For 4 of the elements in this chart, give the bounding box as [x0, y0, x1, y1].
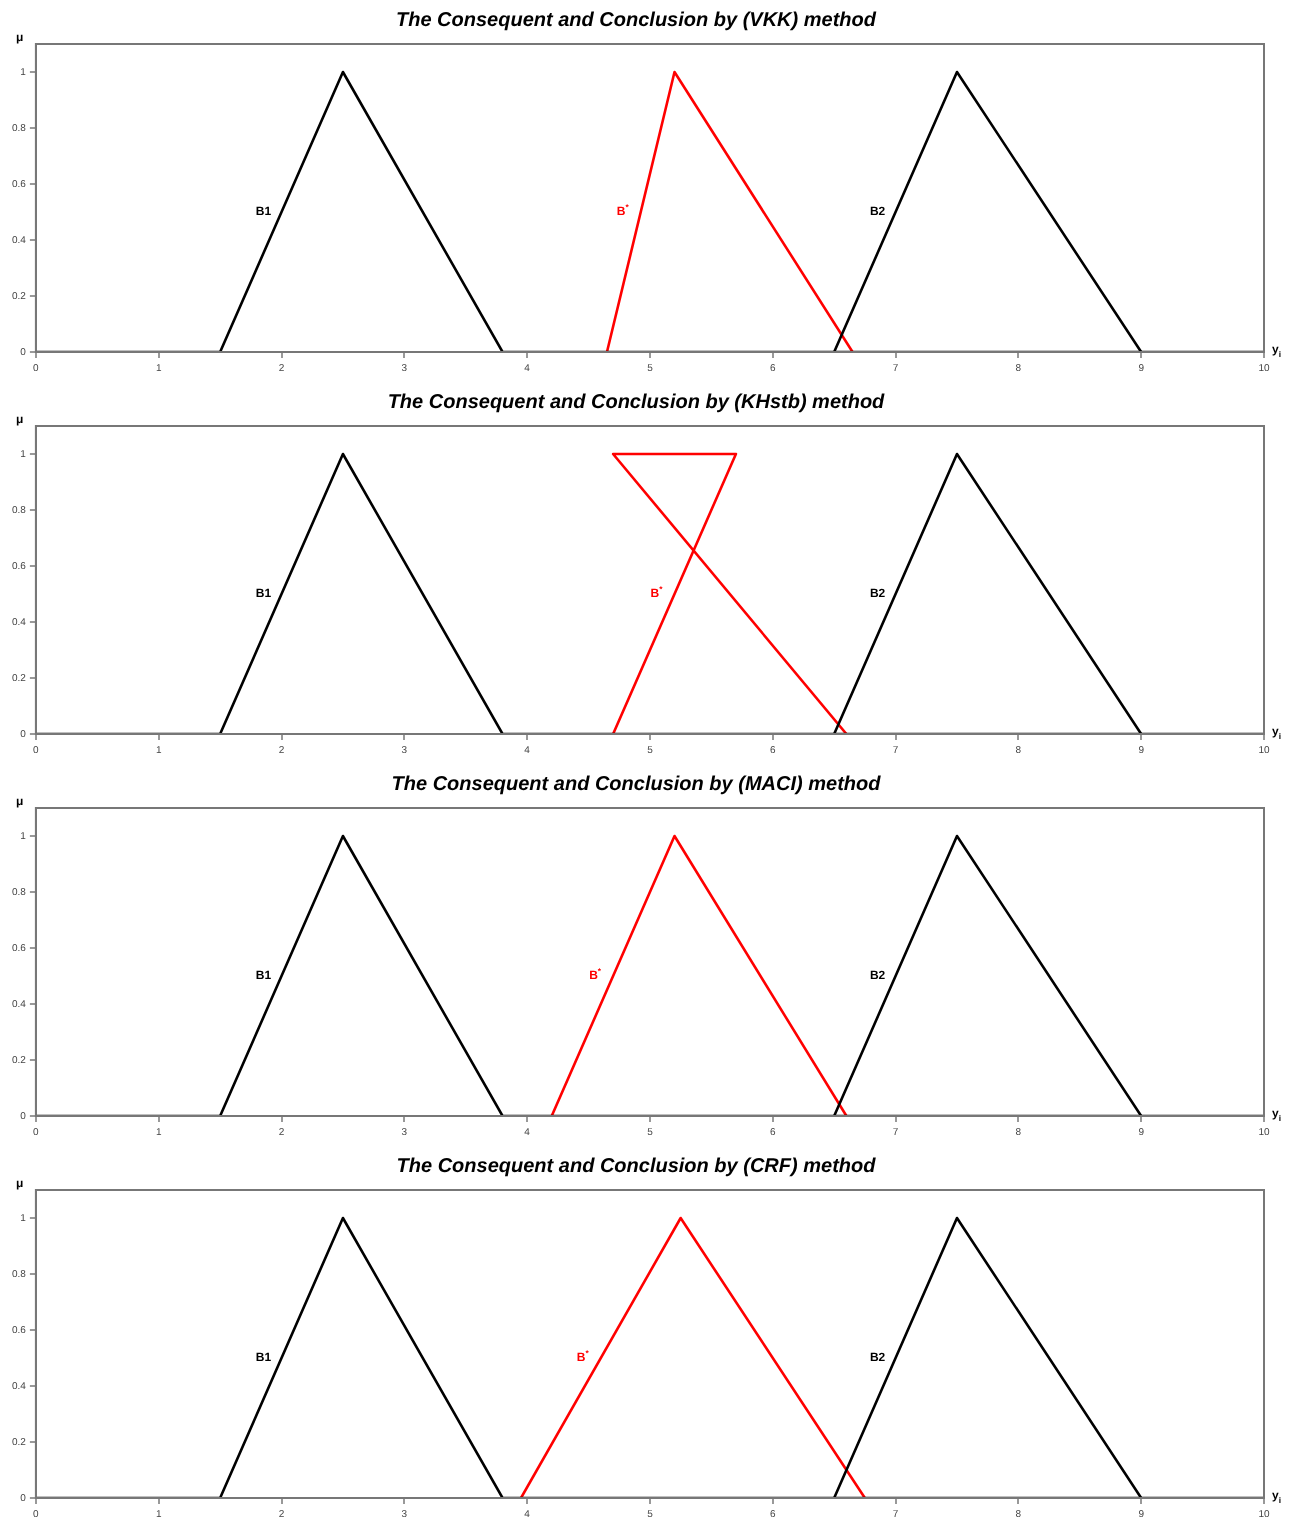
chart-title: The Consequent and Conclusion by (KHstb) method — [387, 391, 887, 414]
chart-title: The Consequent and Conclusion by (MACI) method — [391, 773, 883, 796]
chart-title: The Consequent and Conclusion by (VKK) method — [396, 9, 878, 32]
chart-title: The Consequent and Conclusion by (CRF) method — [396, 1155, 878, 1178]
